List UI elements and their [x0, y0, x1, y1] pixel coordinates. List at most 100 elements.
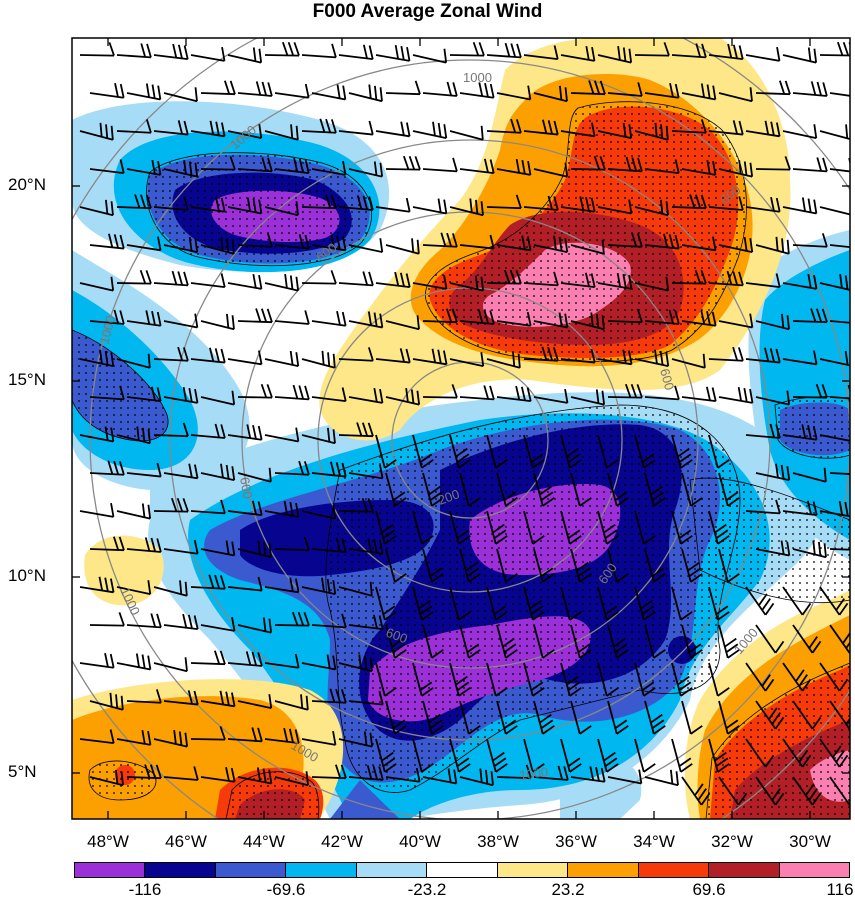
- wind-barb: [89, 233, 125, 250]
- wind-barb: [200, 390, 236, 406]
- wind-barb: [190, 423, 226, 439]
- wind-barb: [116, 729, 152, 746]
- wind-barb: [338, 271, 374, 287]
- colorbar-box: [286, 863, 357, 877]
- wind-barb: [560, 586, 582, 621]
- wind-barb: [412, 738, 434, 773]
- wind-barb: [755, 540, 791, 557]
- colorbar-label: 69.6: [692, 880, 726, 899]
- wind-barb: [708, 43, 744, 61]
- wind-barb: [718, 548, 740, 583]
- wind-barb: [607, 769, 643, 785]
- wind-barb: [792, 308, 828, 324]
- wind-barb: [708, 270, 744, 287]
- wind-barb: [412, 198, 448, 215]
- wind-barb: [829, 384, 850, 400]
- wind-barb: [375, 121, 411, 138]
- wind-barb: [375, 586, 397, 621]
- wind-barb: [792, 540, 827, 559]
- wind-barb: [681, 548, 703, 583]
- wind-barb: [523, 195, 559, 211]
- wind-barb: [523, 346, 559, 362]
- wind-barb: [708, 196, 744, 211]
- wind-barb: [634, 122, 669, 141]
- wind-barb: [449, 198, 484, 217]
- wind-barb: [274, 83, 310, 99]
- wind-barb: [449, 125, 484, 141]
- wind-barb: [116, 194, 152, 210]
- wind-barb: [153, 43, 189, 61]
- wind-barb: [153, 730, 189, 748]
- colorbar-label: 116: [826, 880, 854, 899]
- wind-barb: [459, 548, 481, 583]
- wind-barb: [264, 41, 300, 57]
- wind-barb: [792, 467, 827, 483]
- wind-barb: [153, 497, 189, 513]
- wind-barb: [412, 586, 434, 621]
- wind-barb: [597, 199, 633, 215]
- wind-barb: [560, 45, 596, 62]
- wind-barb: [153, 657, 188, 673]
- wind-barb: [264, 124, 299, 141]
- wind-barb: [385, 700, 407, 735]
- wind-barb: [819, 350, 850, 367]
- wind-barb: [560, 738, 582, 773]
- wind-barb: [634, 276, 670, 292]
- lon-label-34w: 34°W: [633, 832, 675, 851]
- wind-barb: [829, 244, 850, 249]
- wind-barb: [745, 662, 775, 692]
- wind-barb: [486, 662, 508, 697]
- wind-barb: [301, 118, 337, 134]
- wind-barb: [116, 653, 152, 671]
- wind-barb: [560, 196, 596, 213]
- wind-barb: [486, 42, 522, 59]
- wind-barb: [819, 41, 850, 57]
- colorbar-box: [638, 863, 710, 877]
- wind-barb: [459, 624, 481, 659]
- wind-barb: [533, 624, 555, 659]
- wind-barb: [385, 155, 421, 171]
- wind-barb: [459, 309, 495, 325]
- wind-barb: [496, 548, 518, 583]
- wind-barb: [570, 624, 592, 659]
- lon-label-32w: 32°W: [711, 832, 753, 851]
- wind-barb: [311, 311, 347, 327]
- wind-barb: [79, 653, 115, 669]
- wind-barb: [782, 662, 812, 692]
- wind-barb: [348, 614, 384, 631]
- lon-label-36w: 36°W: [555, 832, 597, 851]
- lon-label-30w: 30°W: [789, 832, 831, 851]
- wind-barb: [718, 776, 748, 806]
- wind-barb: [523, 45, 559, 61]
- wind-barb: [755, 236, 790, 255]
- wind-barb: [200, 767, 236, 783]
- wind-barb: [681, 472, 703, 507]
- wind-barb: [348, 311, 384, 329]
- wind-barb: [782, 738, 812, 768]
- colorbar-box: [779, 863, 849, 877]
- wind-barb: [819, 434, 850, 442]
- wind-barb: [311, 84, 347, 101]
- wind-barb: [422, 472, 444, 507]
- wind-barb: [126, 462, 162, 478]
- wind-barb: [163, 613, 199, 631]
- wind-barb: [829, 548, 850, 551]
- map-field: [72, 38, 850, 819]
- wind-barb: [681, 776, 711, 806]
- wind-barb: [607, 308, 643, 324]
- wind-barb: [644, 624, 666, 659]
- wind-barb: [634, 199, 669, 217]
- wind-barb: [523, 662, 545, 697]
- wind-barb: [745, 197, 781, 213]
- wind-barb: [718, 313, 754, 329]
- lon-label-38w: 38°W: [477, 832, 519, 851]
- wind-barb: [782, 197, 818, 215]
- wind-barb: [375, 197, 411, 213]
- wind-barb: [644, 700, 666, 735]
- wind-barb: [348, 387, 384, 404]
- wind-barb: [264, 427, 300, 443]
- wind-barb: [163, 160, 199, 178]
- wind-barb: [718, 700, 740, 735]
- wind-barb: [486, 194, 522, 210]
- wind-barb: [227, 124, 263, 139]
